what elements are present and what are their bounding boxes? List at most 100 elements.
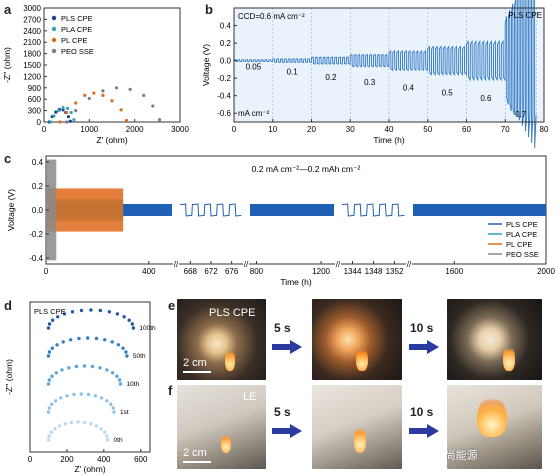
data-point: [92, 91, 96, 95]
data-point: [47, 434, 51, 438]
data-point: [82, 420, 87, 425]
data-point: [85, 336, 90, 340]
data-point: [74, 101, 78, 105]
legend-label: PEO SSE: [61, 47, 94, 56]
x-tick-label: 400: [97, 455, 111, 464]
y-tick-label: 1500: [23, 61, 41, 70]
cycle-label: 50th: [133, 353, 146, 360]
current-density-label: 0.3: [364, 78, 376, 87]
y-tick-label: 1200: [23, 72, 41, 81]
legend-label: PL CPE: [506, 240, 532, 249]
data-point: [99, 427, 103, 431]
data-point: [77, 336, 81, 341]
data-point: [54, 110, 58, 114]
data-point: [127, 318, 131, 322]
panel-letter-b: b: [205, 2, 213, 17]
data-point: [68, 338, 73, 342]
y-axis-label: Voltage (V): [201, 44, 211, 86]
y-axis-label: -Z'' (ohm): [2, 47, 12, 83]
data-point: [46, 410, 51, 414]
scale-bar: [183, 371, 211, 373]
data-point: [46, 354, 51, 358]
data-point: [131, 326, 136, 330]
panel-letter-d: d: [4, 298, 12, 313]
plot-frame: [29, 301, 151, 453]
current-density-label: 0.4: [403, 83, 415, 92]
pls-cpe-zoom-trace: [341, 203, 405, 217]
voltage-trace: [233, 0, 537, 149]
arrow-right-icon: [272, 424, 302, 438]
cycle-label: 10th: [126, 381, 139, 388]
fire-icon: [477, 397, 507, 437]
data-point: [74, 364, 79, 369]
x-tick-label: 1352: [386, 267, 404, 276]
time-label-e1: 5 s: [274, 321, 291, 335]
data-point: [98, 308, 103, 313]
y-tick-label: 0.2: [220, 39, 232, 48]
y-axis-label: Voltage (V): [6, 189, 16, 231]
current-density-label: 0.7: [515, 110, 527, 119]
y-tick-label: 900: [28, 84, 42, 93]
legend-label: PEO SSE: [506, 250, 539, 259]
current-density-label: 0.2: [325, 73, 337, 82]
watermark-text: 公众号 · 毅•尚能源: [447, 450, 478, 462]
x-tick-label: 0: [44, 267, 49, 276]
x-axis-label: Time (h): [280, 277, 311, 287]
y-tick-label: 0.4: [220, 22, 232, 31]
axis-break-gap: [335, 261, 341, 267]
y-tick-label: 300: [28, 107, 42, 116]
x-tick-label: 668: [184, 267, 198, 276]
data-point: [61, 340, 65, 344]
x-axis-label: Z' (ohm): [96, 135, 128, 145]
x-tick-label: 3000: [171, 125, 189, 134]
flame-icon: [356, 347, 368, 371]
data-point: [151, 104, 155, 108]
data-point: [50, 402, 54, 406]
data-point: [59, 396, 63, 400]
data-point: [103, 338, 107, 342]
y-tick-label: 0.0: [32, 206, 44, 215]
legend-marker: [51, 26, 57, 32]
y-tick-label: 0: [37, 118, 42, 127]
x-tick-label: 676: [225, 267, 239, 276]
pls-cpe-band: [413, 204, 546, 216]
data-point: [89, 308, 93, 312]
data-point: [61, 108, 65, 112]
data-point: [79, 308, 84, 313]
data-point: [102, 430, 107, 434]
chart-d-cycled-nyquist: 0th 1st 10th 50th 100th 0 200 400 600 Z' (ohm) -Z'…: [4, 301, 156, 474]
x-tick-label: 1600: [445, 267, 463, 276]
data-point: [56, 315, 60, 319]
x-tick-label: 20: [307, 125, 316, 134]
data-point: [55, 343, 59, 347]
y-axis-label: -Z'' (ohm): [4, 359, 14, 395]
photo-f-0s: LE 2 cm: [177, 385, 266, 469]
x-tick-label: 2000: [126, 125, 144, 134]
data-point: [54, 371, 59, 375]
photo-e-5s: [312, 299, 402, 380]
chart-title: CCD=0.6 mA cm⁻²: [238, 12, 305, 21]
x-axis-label: Time (h): [373, 135, 404, 145]
data-point: [65, 120, 69, 124]
x-tick-label: 2000: [537, 267, 555, 276]
axis-break-gap: [173, 261, 179, 267]
data-point: [98, 366, 102, 370]
axis-break-mark: //: [174, 260, 179, 269]
data-point: [49, 120, 53, 124]
x-tick-label: 1348: [365, 267, 383, 276]
axis-break-gap: [406, 261, 412, 267]
arrow-right-icon: [409, 424, 439, 438]
panel-letter-e: e: [168, 298, 176, 313]
data-point: [68, 119, 72, 123]
axis-break-gap: [243, 261, 249, 267]
current-density-label: 0.05: [246, 62, 262, 71]
data-point: [109, 402, 113, 406]
data-point: [61, 105, 65, 110]
time-label-f1: 5 s: [274, 405, 291, 419]
legend-marker: [51, 48, 57, 54]
data-point: [128, 87, 132, 91]
x-tick-label: 1344: [344, 267, 362, 276]
photo-f-label: LE: [243, 391, 257, 403]
x-axis-label: Z' (ohm): [74, 464, 106, 474]
y-tick-label: -0.2: [29, 230, 43, 239]
